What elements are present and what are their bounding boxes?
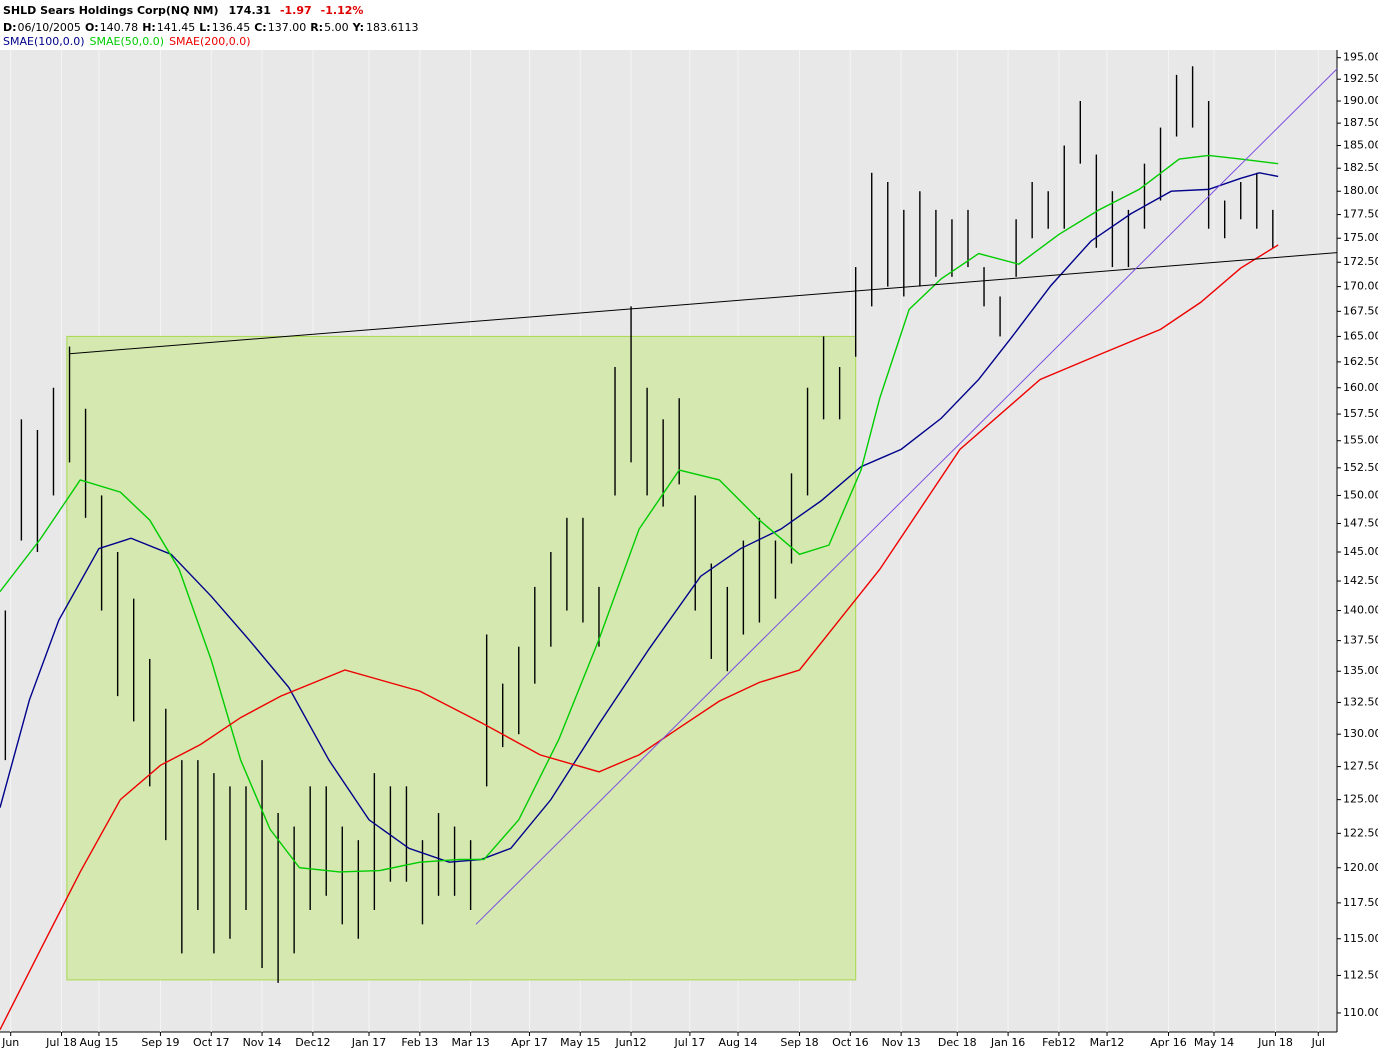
y-tick-label: 175.00 — [1343, 231, 1378, 244]
y-tick-label: 185.00 — [1343, 139, 1378, 152]
y-tick-label: 180.00 — [1343, 184, 1378, 197]
y-tick-label: 177.50 — [1343, 208, 1378, 221]
info-key: H: — [142, 21, 156, 34]
info-key: O: — [85, 21, 99, 34]
x-tick-label: Mar12 — [1090, 1036, 1125, 1049]
y-tick-label: 142.50 — [1343, 574, 1378, 587]
x-tick-label: Jun — [1, 1036, 19, 1049]
y-tick-label: 160.00 — [1343, 381, 1378, 394]
x-tick-label: Jul — [1311, 1036, 1325, 1049]
y-tick-label: 127.50 — [1343, 760, 1378, 773]
info-value: 06/10/2005 — [18, 21, 81, 34]
info-value: 141.45 — [157, 21, 196, 34]
y-tick-label: 115.00 — [1343, 932, 1378, 945]
x-tick-label: Aug 14 — [719, 1036, 758, 1049]
y-tick-label: 150.00 — [1343, 488, 1378, 501]
y-tick-label: 195.00 — [1343, 51, 1378, 64]
info-value: 137.00 — [268, 21, 307, 34]
y-tick-label: 170.00 — [1343, 280, 1378, 293]
info-value: 5.00 — [324, 21, 349, 34]
header-value: -1.97 — [280, 4, 312, 17]
info-key: L: — [199, 21, 210, 34]
y-tick-label: 145.00 — [1343, 545, 1378, 558]
moving-average-line — [0, 154, 1279, 873]
chart-title: SHLD Sears Holdings Corp(NQ NM) — [3, 4, 219, 17]
x-tick-label: Dec 18 — [938, 1036, 977, 1049]
y-tick-label: 135.00 — [1343, 664, 1378, 677]
info-value: 136.45 — [212, 21, 251, 34]
x-tick-label: Mar 13 — [451, 1036, 489, 1049]
x-tick-label: Jun 18 — [1257, 1036, 1293, 1049]
x-tick-label: Nov 14 — [243, 1036, 282, 1049]
x-tick-label: Aug 15 — [79, 1036, 118, 1049]
x-tick-label: May 15 — [560, 1036, 600, 1049]
y-tick-label: 132.50 — [1343, 695, 1378, 708]
info-key: D: — [3, 21, 17, 34]
moving-average-line — [0, 172, 1279, 863]
x-tick-label: Oct 16 — [832, 1036, 869, 1049]
x-tick-label: Oct 17 — [193, 1036, 230, 1049]
info-value: 183.6113 — [366, 21, 419, 34]
y-tick-label: 167.50 — [1343, 304, 1378, 317]
y-tick-label: 117.50 — [1343, 896, 1378, 909]
y-tick-label: 192.50 — [1343, 72, 1378, 85]
x-tick-label: Sep 18 — [780, 1036, 818, 1049]
highlight-box — [66, 335, 857, 981]
y-tick-label: 165.00 — [1343, 329, 1378, 342]
y-tick-label: 152.50 — [1343, 461, 1378, 474]
header-values: 174.31 -1.97 -1.12% — [229, 4, 364, 17]
legend-entry: SMAE(200,0.0) — [169, 35, 251, 48]
x-tick-label: Dec12 — [295, 1036, 330, 1049]
legend-entry: SMAE(100,0.0) — [3, 35, 85, 48]
y-tick-label: 137.50 — [1343, 634, 1378, 647]
legend-entry: SMAE(50,0.0) — [90, 35, 165, 48]
y-tick-label: 120.00 — [1343, 861, 1378, 874]
y-tick-label: 190.00 — [1343, 94, 1378, 107]
y-tick-label: 172.50 — [1343, 255, 1378, 268]
info-value: 140.78 — [100, 21, 139, 34]
y-tick-label: 110.00 — [1343, 1006, 1378, 1019]
y-tick-label: 122.50 — [1343, 826, 1378, 839]
y-tick-label: 182.50 — [1343, 161, 1378, 174]
moving-average-line — [0, 244, 1279, 1031]
x-tick-label: May 14 — [1194, 1036, 1234, 1049]
y-tick-label: 112.50 — [1343, 968, 1378, 981]
header-value: -1.12% — [321, 4, 364, 17]
x-tick-label: Apr 16 — [1150, 1036, 1187, 1049]
x-tick-label: Jan 16 — [990, 1036, 1025, 1049]
info-line: D: 06/10/2005 O: 140.78 H: 141.45 L: 136.45 C: 13… — [3, 21, 419, 34]
y-tick-label: 125.00 — [1343, 793, 1378, 806]
x-tick-label: Jul 18 — [45, 1036, 77, 1049]
x-tick-label: Nov 13 — [882, 1036, 921, 1049]
x-tick-label: Sep 19 — [141, 1036, 179, 1049]
x-tick-label: Feb12 — [1042, 1036, 1075, 1049]
x-tick-label: Apr 17 — [511, 1036, 548, 1049]
x-tick-label: Jul 17 — [674, 1036, 706, 1049]
info-key: Y: — [352, 21, 364, 34]
y-tick-label: 130.00 — [1343, 727, 1378, 740]
y-tick-label: 147.50 — [1343, 516, 1378, 529]
x-tick-label: Feb 13 — [401, 1036, 438, 1049]
y-tick-label: 140.00 — [1343, 604, 1378, 617]
x-tick-label: Jan 17 — [351, 1036, 386, 1049]
info-key: R: — [310, 21, 323, 34]
y-tick-label: 187.50 — [1343, 116, 1378, 129]
y-tick-label: 157.50 — [1343, 407, 1378, 420]
legend: SMAE(100,0.0) SMAE(50,0.0) SMAE(200,0.0) — [3, 35, 251, 48]
trendline — [475, 68, 1338, 925]
header-value: 174.31 — [229, 4, 271, 17]
trendline — [69, 252, 1338, 355]
y-tick-label: 155.00 — [1343, 434, 1378, 447]
x-tick-label: Jun12 — [614, 1036, 646, 1049]
y-tick-label: 162.50 — [1343, 355, 1378, 368]
info-key: C: — [254, 21, 266, 34]
